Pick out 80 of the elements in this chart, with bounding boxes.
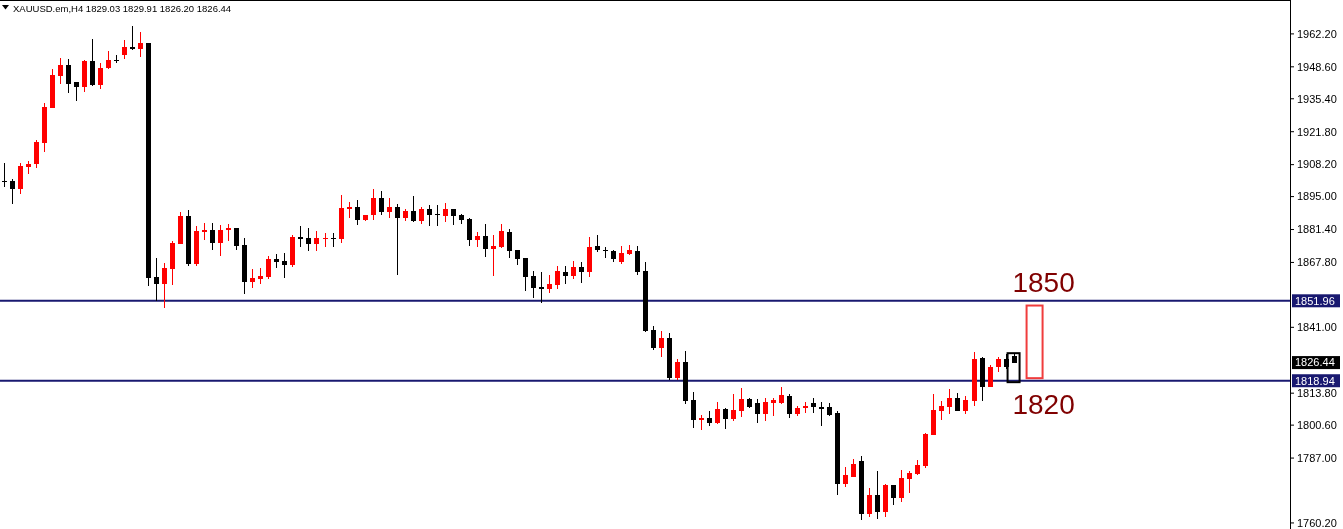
- candlestick: [787, 393, 792, 419]
- candlestick: [491, 234, 496, 277]
- candlestick: [427, 204, 432, 227]
- candlestick: [867, 487, 872, 518]
- ref-line-label: 1851.96: [1295, 294, 1335, 307]
- candlestick: [10, 178, 15, 205]
- candlestick: [675, 358, 680, 381]
- y-tick-label: 1962.20: [1297, 27, 1337, 40]
- candlestick: [122, 39, 127, 60]
- y-tick-label: 1787.00: [1297, 451, 1337, 464]
- y-tick-label: 1867.80: [1297, 256, 1337, 269]
- candlestick: [523, 257, 528, 292]
- y-tick-label: 1760.20: [1297, 516, 1337, 529]
- y-tick-label: 1908.20: [1297, 158, 1337, 171]
- candlestick: [723, 407, 728, 430]
- candlestick: [58, 57, 63, 85]
- candlestick: [250, 268, 255, 289]
- candlestick: [499, 223, 504, 249]
- candlestick: [154, 257, 159, 302]
- candlestick: [395, 203, 400, 276]
- candlestick: [731, 393, 736, 422]
- candlestick: [739, 387, 744, 418]
- annotation: 1850: [1012, 266, 1075, 298]
- y-tick-label: 1813.80: [1297, 387, 1337, 400]
- candlestick: [659, 330, 664, 358]
- candlestick: [939, 400, 944, 421]
- candlestick: [899, 469, 904, 503]
- candlestick: [210, 222, 215, 251]
- candlestick: [138, 31, 143, 58]
- candlestick: [371, 188, 376, 221]
- candlestick: [651, 325, 656, 351]
- candlestick: [763, 397, 768, 422]
- candlestick: [162, 262, 167, 309]
- candlestick: [266, 255, 271, 280]
- candlestick: [331, 232, 336, 248]
- candlestick: [819, 401, 824, 427]
- y-tick-label: 1881.40: [1297, 223, 1337, 236]
- candlestick: [467, 217, 472, 247]
- annotation: 1820: [1012, 389, 1075, 421]
- candlestick: [539, 271, 544, 304]
- y-tick-label: 1895.00: [1297, 190, 1337, 203]
- candlestick: [755, 398, 760, 424]
- candlestick: [387, 197, 392, 219]
- candlestick: [483, 223, 488, 258]
- candlestick: [555, 265, 560, 290]
- candlestick: [411, 195, 416, 223]
- y-tick-label: 1841.00: [1297, 321, 1337, 334]
- candlestick: [234, 227, 239, 251]
- candlestick: [314, 230, 319, 252]
- candlestick: [306, 227, 311, 252]
- candlestick: [907, 470, 912, 494]
- candlestick: [282, 252, 287, 279]
- y-tick-label: 1921.80: [1297, 125, 1337, 138]
- candlestick: [875, 470, 880, 520]
- y-tick-label: 1800.60: [1297, 418, 1337, 431]
- candlestick: [2, 162, 7, 188]
- candlestick: [66, 58, 71, 94]
- candlestick: [507, 228, 512, 259]
- candlestick: [298, 225, 303, 248]
- candlestick: [571, 260, 576, 280]
- candlestick: [98, 62, 103, 90]
- candlestick: [18, 162, 23, 195]
- candlestick: [635, 245, 640, 276]
- candlestick: [355, 199, 360, 226]
- ref-line-label: 1818.94: [1295, 374, 1335, 387]
- candlestick: [579, 261, 584, 284]
- candlestick: [691, 391, 696, 429]
- y-tick-label: 1935.40: [1297, 92, 1337, 105]
- candlestick: [130, 25, 135, 51]
- candlestick: [947, 388, 952, 415]
- y-tick-label: 1948.60: [1297, 60, 1337, 73]
- candlestick: [443, 202, 448, 223]
- candlestick: [531, 270, 536, 299]
- candlestick: [715, 401, 720, 425]
- candlestick: [34, 139, 39, 169]
- candlestick: [218, 224, 223, 257]
- candlestick: [379, 190, 384, 216]
- text: 1826.44: [1295, 356, 1335, 369]
- chart-title: XAUUSD.em,H4 1829.03 1829.91 1826.20 1826.44: [13, 3, 232, 14]
- candlestick: [843, 466, 848, 488]
